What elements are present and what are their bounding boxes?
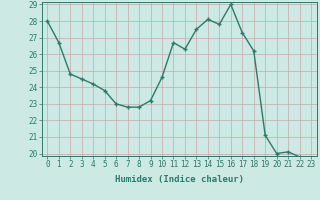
X-axis label: Humidex (Indice chaleur): Humidex (Indice chaleur) [115,175,244,184]
